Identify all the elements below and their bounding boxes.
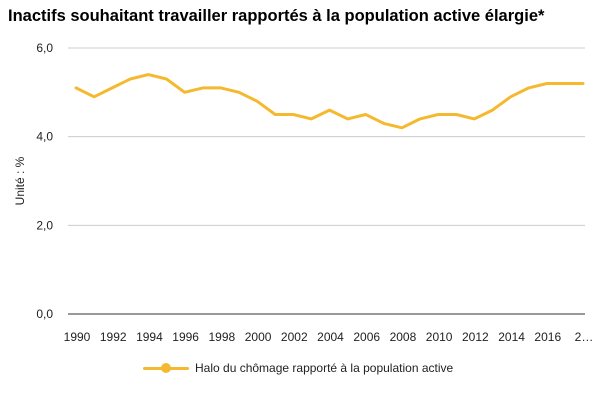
x-tick-label: 2004 [317,330,344,344]
chart-title: Inactifs souhaitant travailler rapportés… [8,7,545,25]
x-tick-label: 1994 [136,330,163,344]
x-tick-label: 2000 [245,330,272,344]
x-tick-label: 2… [575,330,594,344]
y-tick-label: 0,0 [36,307,53,321]
x-tick-label: 1992 [100,330,127,344]
y-axis-ticks: 0,0 2,0 4,0 6,0 [36,41,53,321]
y-axis-title: Unité : % [13,156,27,205]
x-tick-label: 1996 [172,330,199,344]
legend-marker [161,363,171,373]
x-tick-label: 2006 [353,330,380,344]
x-tick-label: 2008 [390,330,417,344]
legend-swatch [143,362,189,374]
y-tick-label: 6,0 [36,41,53,55]
y-tick-label: 4,0 [36,130,53,144]
gridlines [68,47,585,315]
x-tick-label: 2016 [534,330,561,344]
series-group [74,73,585,130]
x-tick-label: 1998 [209,330,236,344]
series-line [74,73,585,130]
x-axis-ticks: 1990 1992 1994 1996 1998 2000 2002 2004 2006 2008… [64,330,594,344]
x-tick-label: 2014 [498,330,525,344]
x-tick-label: 2002 [281,330,308,344]
x-tick-label: 2010 [426,330,453,344]
y-tick-label: 2,0 [36,218,53,232]
legend[interactable]: Halo du chômage rapporté à la population… [143,361,453,375]
x-tick-label: 1990 [64,330,91,344]
x-tick-label: 2012 [462,330,489,344]
legend-label: Halo du chômage rapporté à la population… [195,361,454,375]
